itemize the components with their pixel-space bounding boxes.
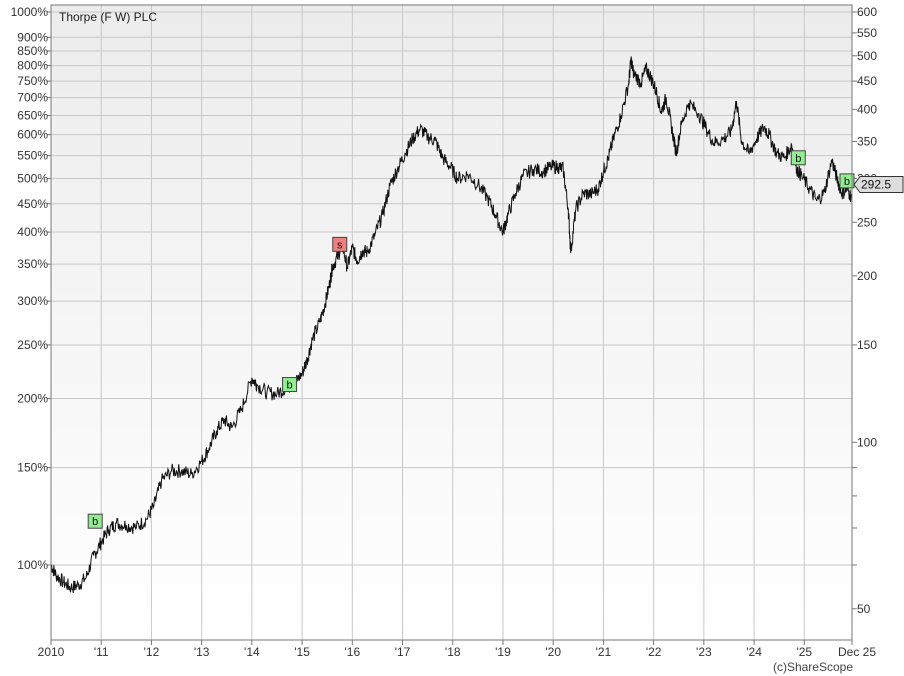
right-tick-label: 150 bbox=[857, 338, 877, 352]
x-tick-label: '11 bbox=[94, 645, 109, 659]
x-tick-label: '23 bbox=[696, 645, 712, 659]
left-tick-label: 400% bbox=[17, 225, 48, 239]
x-tick-label: '22 bbox=[646, 645, 662, 659]
left-tick-label: 450% bbox=[17, 197, 48, 211]
trade-marker-b: b bbox=[790, 150, 806, 166]
marker-label: b bbox=[844, 176, 850, 188]
x-tick-label: '12 bbox=[144, 645, 160, 659]
left-tick-label: 150% bbox=[17, 461, 48, 475]
right-tick-label: 100 bbox=[857, 435, 877, 449]
right-tick-label: 500 bbox=[857, 49, 877, 63]
x-tick-label: '15 bbox=[294, 645, 310, 659]
right-tick-label: 350 bbox=[857, 134, 877, 148]
current-price-label: 292.5 bbox=[853, 176, 904, 194]
trade-marker-s: s bbox=[332, 236, 348, 252]
x-tick-label: Dec 25 bbox=[838, 645, 876, 659]
left-tick-label: 800% bbox=[17, 59, 48, 73]
marker-box bbox=[87, 513, 103, 529]
trade-marker-b: b bbox=[87, 513, 103, 529]
trade-marker-b: b bbox=[282, 377, 298, 393]
x-tick-label: '21 bbox=[596, 645, 612, 659]
left-tick-label: 200% bbox=[17, 392, 48, 406]
x-tick-label: '19 bbox=[495, 645, 511, 659]
left-tick-label: 100% bbox=[17, 558, 48, 572]
right-tick-label: 450 bbox=[857, 74, 877, 88]
right-tick-label: 550 bbox=[857, 26, 877, 40]
right-tick-label: 400 bbox=[857, 102, 877, 116]
marker-box bbox=[332, 236, 348, 252]
price-series-line bbox=[50, 56, 853, 594]
marker-label: b bbox=[286, 380, 292, 392]
marker-label: b bbox=[795, 153, 801, 165]
x-tick-label: '25 bbox=[796, 645, 812, 659]
left-tick-label: 850% bbox=[17, 44, 48, 58]
left-tick-label: 250% bbox=[17, 338, 48, 352]
marker-box bbox=[839, 173, 855, 189]
marker-box bbox=[790, 150, 806, 166]
plot-background bbox=[51, 5, 852, 640]
marker-box bbox=[282, 377, 298, 393]
right-tick-label: 600 bbox=[857, 5, 877, 19]
left-tick-label: 900% bbox=[17, 30, 48, 44]
plot-frame bbox=[50, 4, 853, 641]
x-tick-label: '14 bbox=[244, 645, 260, 659]
left-axis-ticks: 1000% 900%850%800%750% 700% 650% 600% 550% 500… bbox=[11, 5, 51, 572]
x-axis-ticks: 2010 '11 '12 '13 '14 '15 '16 '17 '18 '19 '20 '21 '22… bbox=[38, 640, 876, 659]
trade-marker-b: b bbox=[839, 173, 855, 189]
left-tick-label: 650% bbox=[17, 108, 48, 122]
price-tag-shape bbox=[853, 176, 904, 194]
left-tick-label: 600% bbox=[17, 128, 48, 142]
grid-lines bbox=[51, 5, 852, 640]
right-tick-label: 200 bbox=[857, 269, 877, 283]
current-price-value: 292.5 bbox=[861, 178, 891, 192]
x-tick-label: '17 bbox=[395, 645, 411, 659]
right-tick-label: 250 bbox=[857, 215, 877, 229]
marker-label: s bbox=[337, 239, 343, 251]
x-tick-label: '16 bbox=[344, 645, 360, 659]
x-tick-label: '20 bbox=[545, 645, 561, 659]
left-tick-label: 350% bbox=[17, 257, 48, 271]
left-tick-label: 300% bbox=[17, 294, 48, 308]
x-tick-label: 2010 bbox=[38, 645, 65, 659]
chart-title: Thorpe (F W) PLC bbox=[59, 10, 157, 24]
left-tick-label: 700% bbox=[17, 91, 48, 105]
left-tick-label: 500% bbox=[17, 171, 48, 185]
x-tick-label: '24 bbox=[746, 645, 762, 659]
right-tick-label: 50 bbox=[857, 602, 871, 616]
right-axis-ticks: 60055050045040035030025020015010050 bbox=[852, 5, 877, 616]
marker-label: b bbox=[92, 516, 98, 528]
left-tick-label: 550% bbox=[17, 149, 48, 163]
x-tick-label: '13 bbox=[194, 645, 210, 659]
left-tick-label: 1000% bbox=[11, 5, 49, 19]
left-tick-label: 750% bbox=[17, 74, 48, 88]
copyright-label: (c)ShareScope bbox=[773, 660, 853, 674]
x-tick-label: '18 bbox=[445, 645, 461, 659]
trade-markers: b s b b b bbox=[87, 150, 855, 529]
